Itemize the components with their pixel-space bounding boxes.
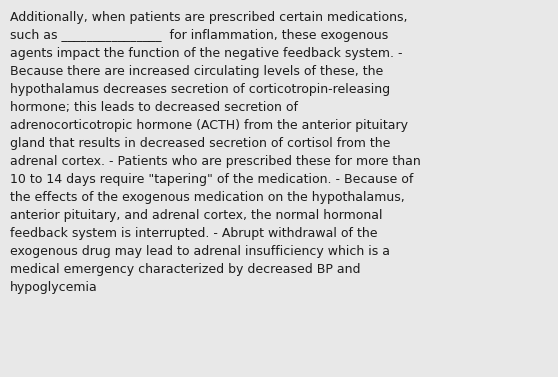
Text: Additionally, when patients are prescribed certain medications,
such as ________: Additionally, when patients are prescrib… xyxy=(10,11,421,294)
